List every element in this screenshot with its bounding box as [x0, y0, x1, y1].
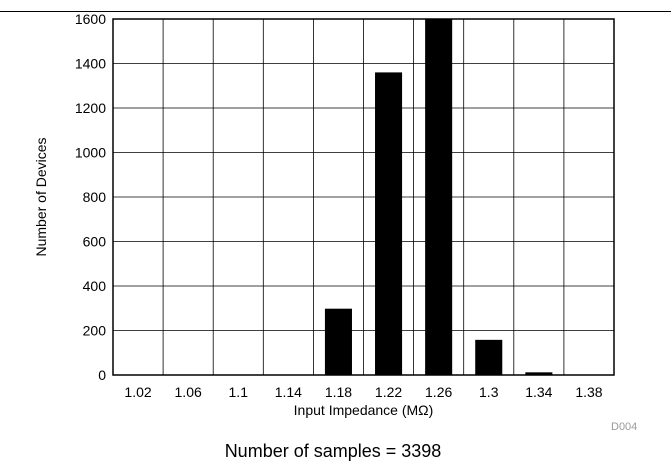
bar-1.22	[375, 72, 403, 376]
bar-1.3	[475, 339, 503, 375]
figure-tag: D004	[611, 421, 637, 433]
x-tick-label: 1.1	[229, 384, 249, 400]
y-tick-labels: 0 200 400 600 800 1000 1200 1400 1600	[75, 11, 106, 383]
x-axis-label: Input Impedance (MΩ)	[294, 402, 434, 418]
sample-count-caption: Number of samples = 3398	[225, 441, 442, 461]
bars	[124, 19, 603, 376]
x-tick-label: 1.22	[375, 384, 402, 400]
y-tick-label: 600	[83, 234, 107, 250]
x-tick-label: 1.34	[525, 384, 552, 400]
y-tick-label: 200	[83, 323, 107, 339]
x-tick-label: 1.3	[479, 384, 499, 400]
x-tick-label: 1.18	[325, 384, 352, 400]
plot-frame	[112, 18, 615, 376]
x-tick-label: 1.26	[425, 384, 452, 400]
x-tick-label: 1.38	[575, 384, 602, 400]
bar-1.18	[324, 308, 352, 375]
y-tick-label: 1600	[75, 11, 106, 27]
grid	[113, 18, 614, 376]
bar-1.34	[525, 372, 553, 375]
top-rule	[0, 11, 671, 12]
x-tick-label: 1.14	[275, 384, 302, 400]
x-tick-label: 1.02	[124, 384, 151, 400]
y-tick-label: 400	[83, 278, 107, 294]
y-axis-label: Number of Devices	[33, 137, 49, 256]
y-tick-label: 1400	[75, 56, 106, 72]
x-tick-label: 1.06	[175, 384, 202, 400]
y-tick-label: 800	[83, 189, 107, 205]
bar-1.26	[425, 19, 453, 375]
y-tick-label: 1200	[75, 100, 106, 116]
y-tick-label: 1000	[75, 145, 106, 161]
y-tick-label: 0	[98, 367, 106, 383]
x-tick-labels: 1.02 1.06 1.1 1.14 1.18 1.22 1.26 1.3 1.34 1.38	[124, 384, 602, 400]
